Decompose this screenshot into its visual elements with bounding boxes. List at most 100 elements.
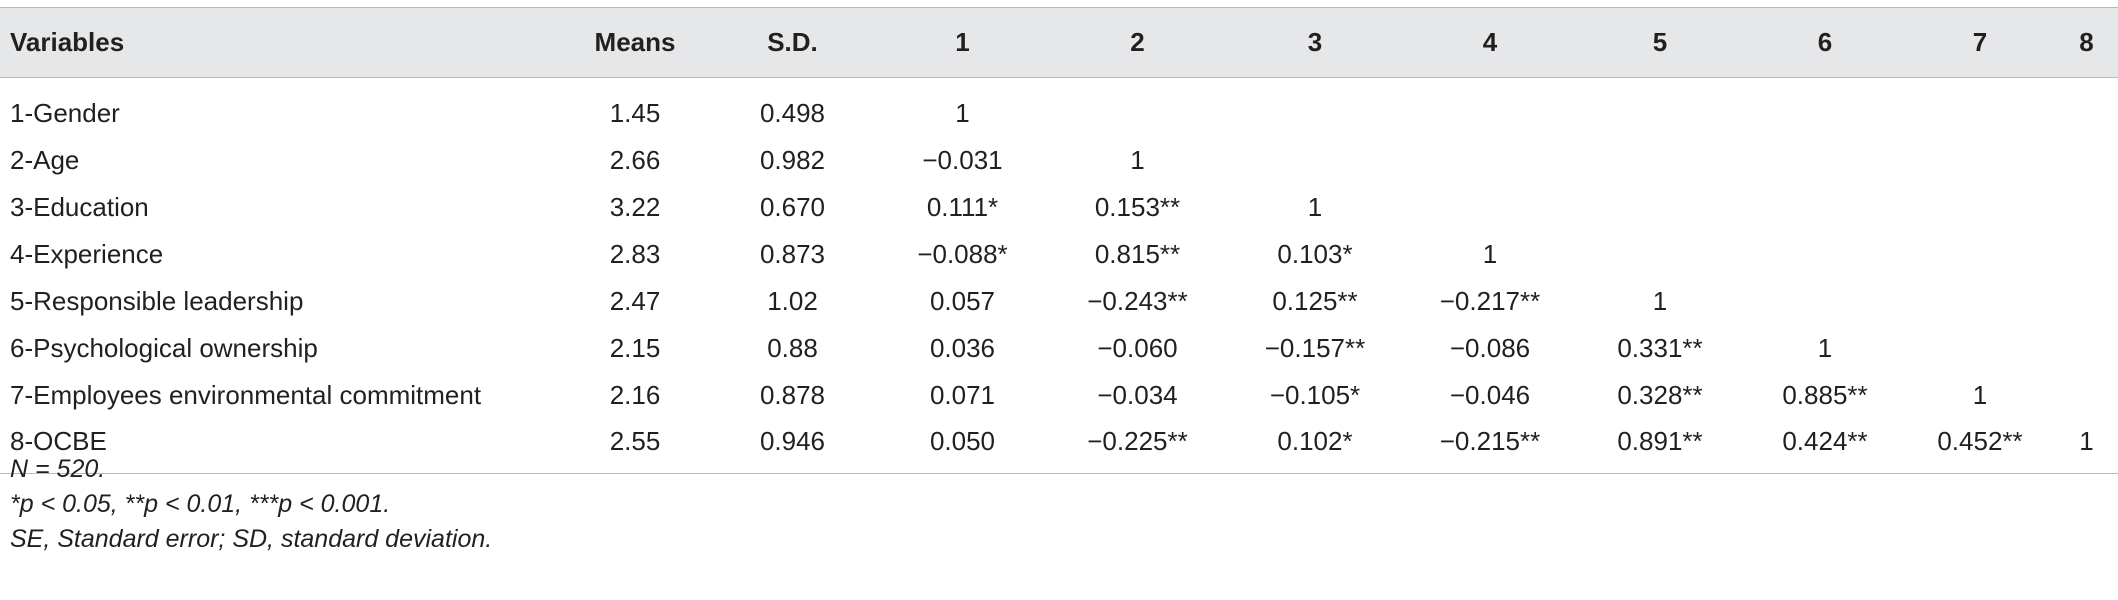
table-cell (2055, 184, 2118, 231)
table-cell: 0.057 (929, 285, 996, 316)
table-cell: −0.105* (1269, 379, 1361, 410)
table-cell (1575, 137, 1745, 184)
table-cell: 0.071 (929, 379, 996, 410)
table-row: 7-Employees environmental commitment 2.16… (0, 372, 2118, 419)
column-header-s-d: S.D. (710, 7, 875, 78)
table-footnotes: N = 520. *p < 0.05, **p < 0.01, ***p < 0… (10, 452, 492, 557)
table-cell: 0.878 (759, 379, 826, 410)
variable-name-cell: 7-Employees environmental commitment (10, 379, 482, 410)
variable-name-cell: 5-Responsible leadership (10, 285, 304, 316)
table-cell: −0.031 (922, 144, 1003, 175)
table-row: 2-Age 2.66 0.982 −0.031 1 (0, 137, 2118, 184)
table-cell: 0.452** (1905, 418, 2055, 474)
table-row: 1-Gender 1.45 0.498 1 (0, 78, 2118, 137)
table-cell: 0.88 (767, 332, 818, 363)
footnote-abbreviations: SE, Standard error; SD, standard deviati… (10, 525, 493, 553)
table-cell: 2.55 (560, 418, 710, 474)
table-row: 8-OCBE 2.55 0.946 0.050 −0.225** 0.102* −0.215… (0, 418, 2118, 474)
table-cell: 3.22 (609, 191, 661, 222)
table-cell: 0.102* (1225, 418, 1405, 474)
table-cell: −0.215** (1405, 418, 1575, 474)
table-cell: −0.243** (1087, 285, 1188, 316)
table-cell (1905, 325, 2055, 372)
table-cell (1745, 184, 1905, 231)
table-cell (2055, 278, 2118, 325)
footnote-significance: *p < 0.05, **p < 0.01, ***p < 0.001. (10, 490, 391, 518)
column-header-2: 2 (1050, 7, 1225, 78)
table-cell: 1 (1817, 332, 1833, 363)
table-cell: −0.217** (1439, 285, 1541, 316)
table-cell (2055, 372, 2118, 419)
table-cell: 2.83 (609, 238, 661, 269)
table-cell: 0.424** (1745, 418, 1905, 474)
table-cell: −0.046 (1449, 379, 1531, 410)
variable-name-cell: 6-Psychological ownership (10, 332, 318, 363)
table-cell (1225, 78, 1405, 137)
variable-name-cell: 3-Education (10, 191, 149, 222)
variable-name-cell: 2-Age (10, 144, 80, 175)
column-header-7: 7 (1905, 7, 2055, 78)
table-cell: −0.088* (917, 238, 1008, 269)
table-cell: 0.153** (1094, 191, 1181, 222)
table-cell (1405, 184, 1575, 231)
table-cell: 0.036 (929, 332, 996, 363)
column-header-5: 5 (1575, 7, 1745, 78)
table-row: 4-Experience 2.83 0.873 −0.088* 0.815** 0.103… (0, 231, 2118, 278)
table-cell: 1 (955, 97, 970, 128)
table-cell: 2.16 (609, 379, 661, 410)
table-cell (1575, 78, 1745, 137)
table-header: Variables Means S.D. 1 2 3 4 5 6 7 8 (0, 7, 2118, 78)
column-header-variables: Variables (0, 7, 560, 78)
table-cell: 0.498 (759, 97, 826, 128)
table-cell: 0.815** (1094, 238, 1181, 269)
table-cell (1745, 231, 1905, 278)
table-cell: 1.02 (767, 285, 818, 316)
table-cell: 0.331** (1617, 332, 1703, 363)
table-cell: 0.982 (759, 144, 826, 175)
table-cell (1575, 231, 1745, 278)
table-cell: 1.45 (609, 97, 661, 128)
table-cell (1745, 278, 1905, 325)
table-cell: 0.328** (1617, 379, 1703, 410)
table-cell: −0.034 (1097, 379, 1178, 410)
table-cell: 1 (1307, 191, 1323, 222)
table-cell (1905, 184, 2055, 231)
table-cell: 2.15 (609, 332, 661, 363)
table-cell: 0.111* (926, 191, 999, 222)
table-cell: 2.47 (609, 285, 661, 316)
table-cell: −0.086 (1449, 332, 1531, 363)
table-cell: 1 (1130, 144, 1145, 175)
column-header-1: 1 (875, 7, 1050, 78)
table-cell (2055, 78, 2118, 137)
column-header-means: Means (560, 7, 710, 78)
column-header-6: 6 (1745, 7, 1905, 78)
variable-name-cell: 4-Experience (10, 238, 164, 269)
table-cell (1905, 231, 2055, 278)
variable-name-cell: 8-OCBE (0, 418, 560, 474)
table-row: 6-Psychological ownership 2.15 0.88 0.036 −0… (0, 325, 2118, 372)
table-cell: 0.125** (1272, 285, 1358, 316)
table-cell: 0.885** (1782, 379, 1868, 410)
table-cell (1905, 278, 2055, 325)
correlation-table: Variables Means S.D. 1 2 3 4 5 6 7 8 1-Gender 1.45 0… (0, 7, 2118, 474)
column-header-4: 4 (1405, 7, 1575, 78)
table-cell: 1 (1652, 285, 1668, 316)
variable-name-cell: 1-Gender (10, 97, 120, 128)
table-cell (2055, 231, 2118, 278)
table-cell: 0.103* (1277, 238, 1353, 269)
header-row: Variables Means S.D. 1 2 3 4 5 6 7 8 (0, 7, 2118, 78)
table-cell (2055, 137, 2118, 184)
table-cell: 0.946 (710, 418, 875, 474)
table-body: 1-Gender 1.45 0.498 1 2-Age 2.66 0.982 −0.031 1 3… (0, 78, 2118, 474)
table-cell (1225, 137, 1405, 184)
table-cell (1050, 78, 1225, 137)
table-cell: 2.66 (609, 144, 661, 175)
table-cell: −0.060 (1097, 332, 1178, 363)
table-cell: −0.225** (1050, 418, 1225, 474)
table-cell (1905, 137, 2055, 184)
table-cell (1905, 78, 2055, 137)
column-header-3: 3 (1225, 7, 1405, 78)
table-cell: −0.157** (1264, 332, 1366, 363)
table-cell: 0.050 (875, 418, 1050, 474)
